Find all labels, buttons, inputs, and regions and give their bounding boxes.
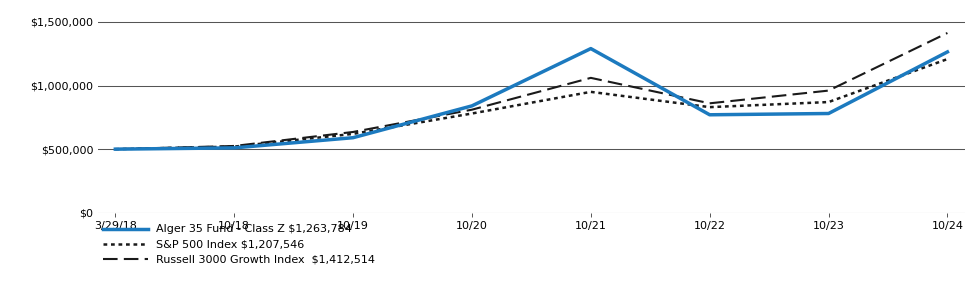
Legend: Alger 35 Fund - Class Z $1,263,784, S&P 500 Index $1,207,546, Russell 3000 Growt: Alger 35 Fund - Class Z $1,263,784, S&P … [103, 224, 375, 264]
